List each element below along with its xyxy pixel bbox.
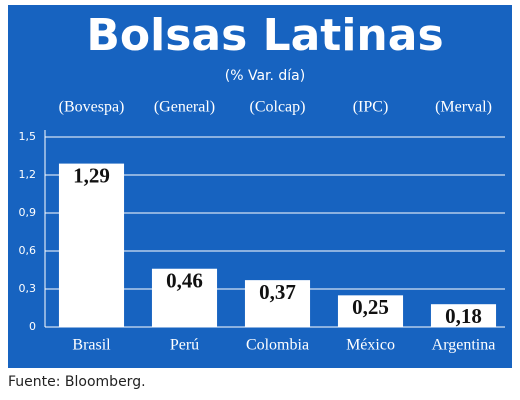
x-tick-label: México bbox=[346, 337, 395, 354]
y-tick-label: 0,9 bbox=[19, 206, 37, 219]
chart-subtitle: (% Var. día) bbox=[225, 68, 305, 84]
x-tick-label: Colombia bbox=[246, 337, 309, 354]
y-tick-label: 0,3 bbox=[19, 282, 37, 295]
x-tick-label: Argentina bbox=[432, 337, 496, 354]
index-label: (Merval) bbox=[435, 99, 492, 116]
index-label: (Bovespa) bbox=[59, 99, 125, 116]
index-label: (General) bbox=[154, 99, 215, 116]
value-label: 0,46 bbox=[166, 269, 203, 293]
y-tick-label: 0 bbox=[29, 320, 36, 333]
bar bbox=[337, 295, 404, 327]
bar bbox=[151, 268, 218, 327]
bar bbox=[430, 304, 497, 327]
bar bbox=[58, 163, 125, 327]
value-label: 0,37 bbox=[259, 280, 296, 304]
y-tick-label: 1,5 bbox=[19, 130, 37, 143]
value-label: 1,29 bbox=[73, 163, 110, 187]
index-label: (Colcap) bbox=[250, 99, 306, 116]
y-tick-label: 1,2 bbox=[19, 168, 37, 181]
value-label: 0,25 bbox=[352, 295, 389, 319]
index-label: (IPC) bbox=[353, 99, 389, 116]
x-tick-label: Perú bbox=[170, 337, 199, 354]
value-label: 0,18 bbox=[445, 304, 482, 328]
y-tick-label: 0,6 bbox=[19, 244, 37, 257]
source: Fuente: Bloomberg. bbox=[8, 374, 146, 390]
x-tick-label: Brasil bbox=[72, 337, 111, 354]
chart-title: Bolsas Latinas bbox=[86, 10, 443, 61]
bar bbox=[244, 280, 311, 327]
